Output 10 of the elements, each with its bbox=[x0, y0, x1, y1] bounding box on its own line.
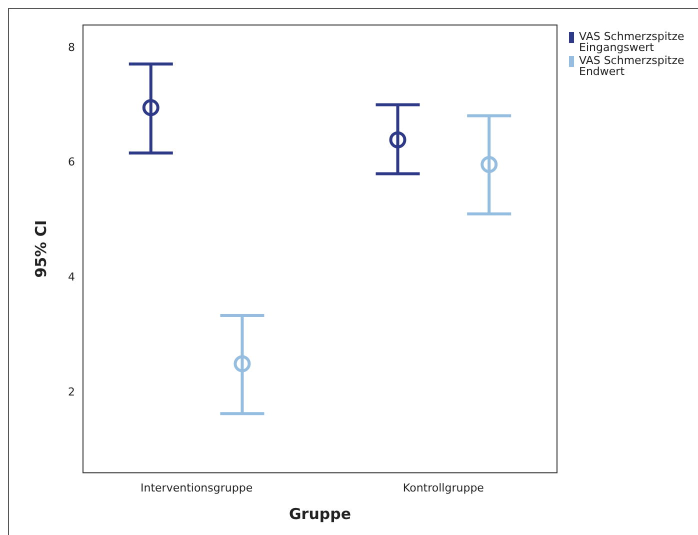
legend-label: VAS Schmerzspitze Eingangswert bbox=[579, 30, 686, 54]
x-axis-title: Gruppe bbox=[288, 504, 352, 523]
y-tick-label: 6 bbox=[68, 156, 75, 169]
y-tick-label: 2 bbox=[68, 385, 75, 398]
x-tick-label: Interventionsgruppe bbox=[140, 481, 253, 494]
x-tick-label: Kontrollgruppe bbox=[402, 481, 484, 494]
y-tick-label: 8 bbox=[68, 40, 75, 54]
legend-label: VAS Schmerzspitze Endwert bbox=[579, 54, 686, 78]
y-tick-label: 4 bbox=[68, 270, 75, 284]
y-axis-title: 95% CI bbox=[32, 220, 50, 278]
